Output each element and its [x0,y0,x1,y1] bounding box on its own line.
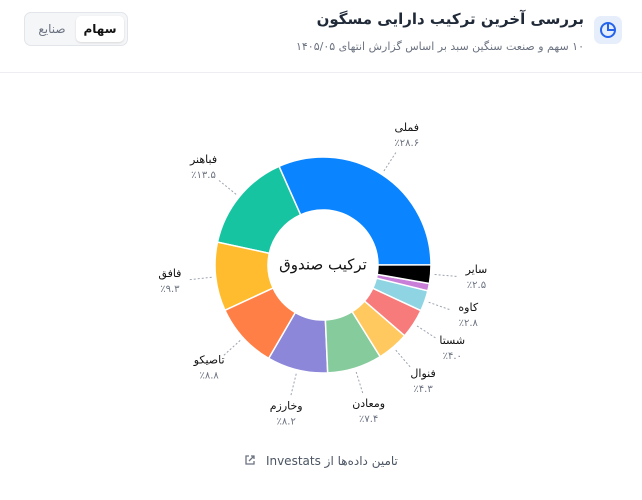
slice-label: ومعادن [352,397,385,410]
leader-line [428,301,450,310]
leader-line [223,340,241,356]
leader-line [290,373,297,396]
slice-label: فنوال [410,367,435,380]
header: بررسی آخرین ترکیب دارایی مسگون ۱۰ سهم و … [0,0,642,73]
slice-label: تاصیکو [193,354,225,367]
footer[interactable]: تامین داده‌ها از Investats [0,454,642,468]
tab[interactable]: صنایع [38,22,66,36]
slice [324,310,382,374]
slice-label: فملی [395,121,419,134]
chart: ٪۱۳.۵ فباهنر ٪۹.۳ فافق ٪۸.۸ تاصیکو ٪۸.۲ وخارزم ٪… [158,121,488,428]
slice [371,277,429,312]
value-label: ٪۸.۲ [277,417,296,428]
slice [351,299,406,358]
slice [214,241,275,312]
source-link[interactable]: تامین داده‌ها از Investats [265,454,398,468]
external-link-icon [245,455,255,465]
center-label: ترکیب صندوق [279,256,367,274]
pie-icon [600,22,616,38]
leader-line [355,371,364,394]
slice-label: کاوه [458,301,478,314]
slice-label: فافق [158,267,181,281]
value-label: ٪۲.۵ [467,280,486,291]
subtitle: ۱۰ سهم و صنعت سنگین سبد بر اساس گزارش ان… [295,40,584,53]
value-label: ٪۷.۴ [359,414,378,425]
slice-label: سایر [465,263,488,276]
leader-line [416,325,436,339]
tab-group: صنایع سهام [24,12,128,46]
slice [376,264,432,285]
header-icon [594,16,622,44]
value-label: ٪۸.۸ [199,371,219,382]
leader-line [218,180,237,195]
leader-line [434,274,457,277]
value-label: ٪۱۳.۵ [191,170,216,181]
value-label: ٪۴.۰ [443,351,462,362]
slice-label: شستا [439,334,465,347]
leader-line [189,276,212,281]
slice [223,287,297,360]
tab-active[interactable]: سهام [76,16,124,42]
leader-line [383,152,397,172]
slice-label: وخارزم [270,400,303,413]
value-label: ٪۲.۸ [459,318,479,329]
slice [267,311,329,374]
value-label: ٪۴.۳ [413,384,433,395]
value-label: ٪۲۸.۶ [394,138,419,149]
leader-line [395,349,411,368]
slice [278,156,432,266]
slice [363,287,422,337]
title: بررسی آخرین ترکیب دارایی مسگون [316,10,584,28]
value-label: ٪۹.۳ [160,284,180,295]
slice-label: فباهنر [189,153,217,166]
